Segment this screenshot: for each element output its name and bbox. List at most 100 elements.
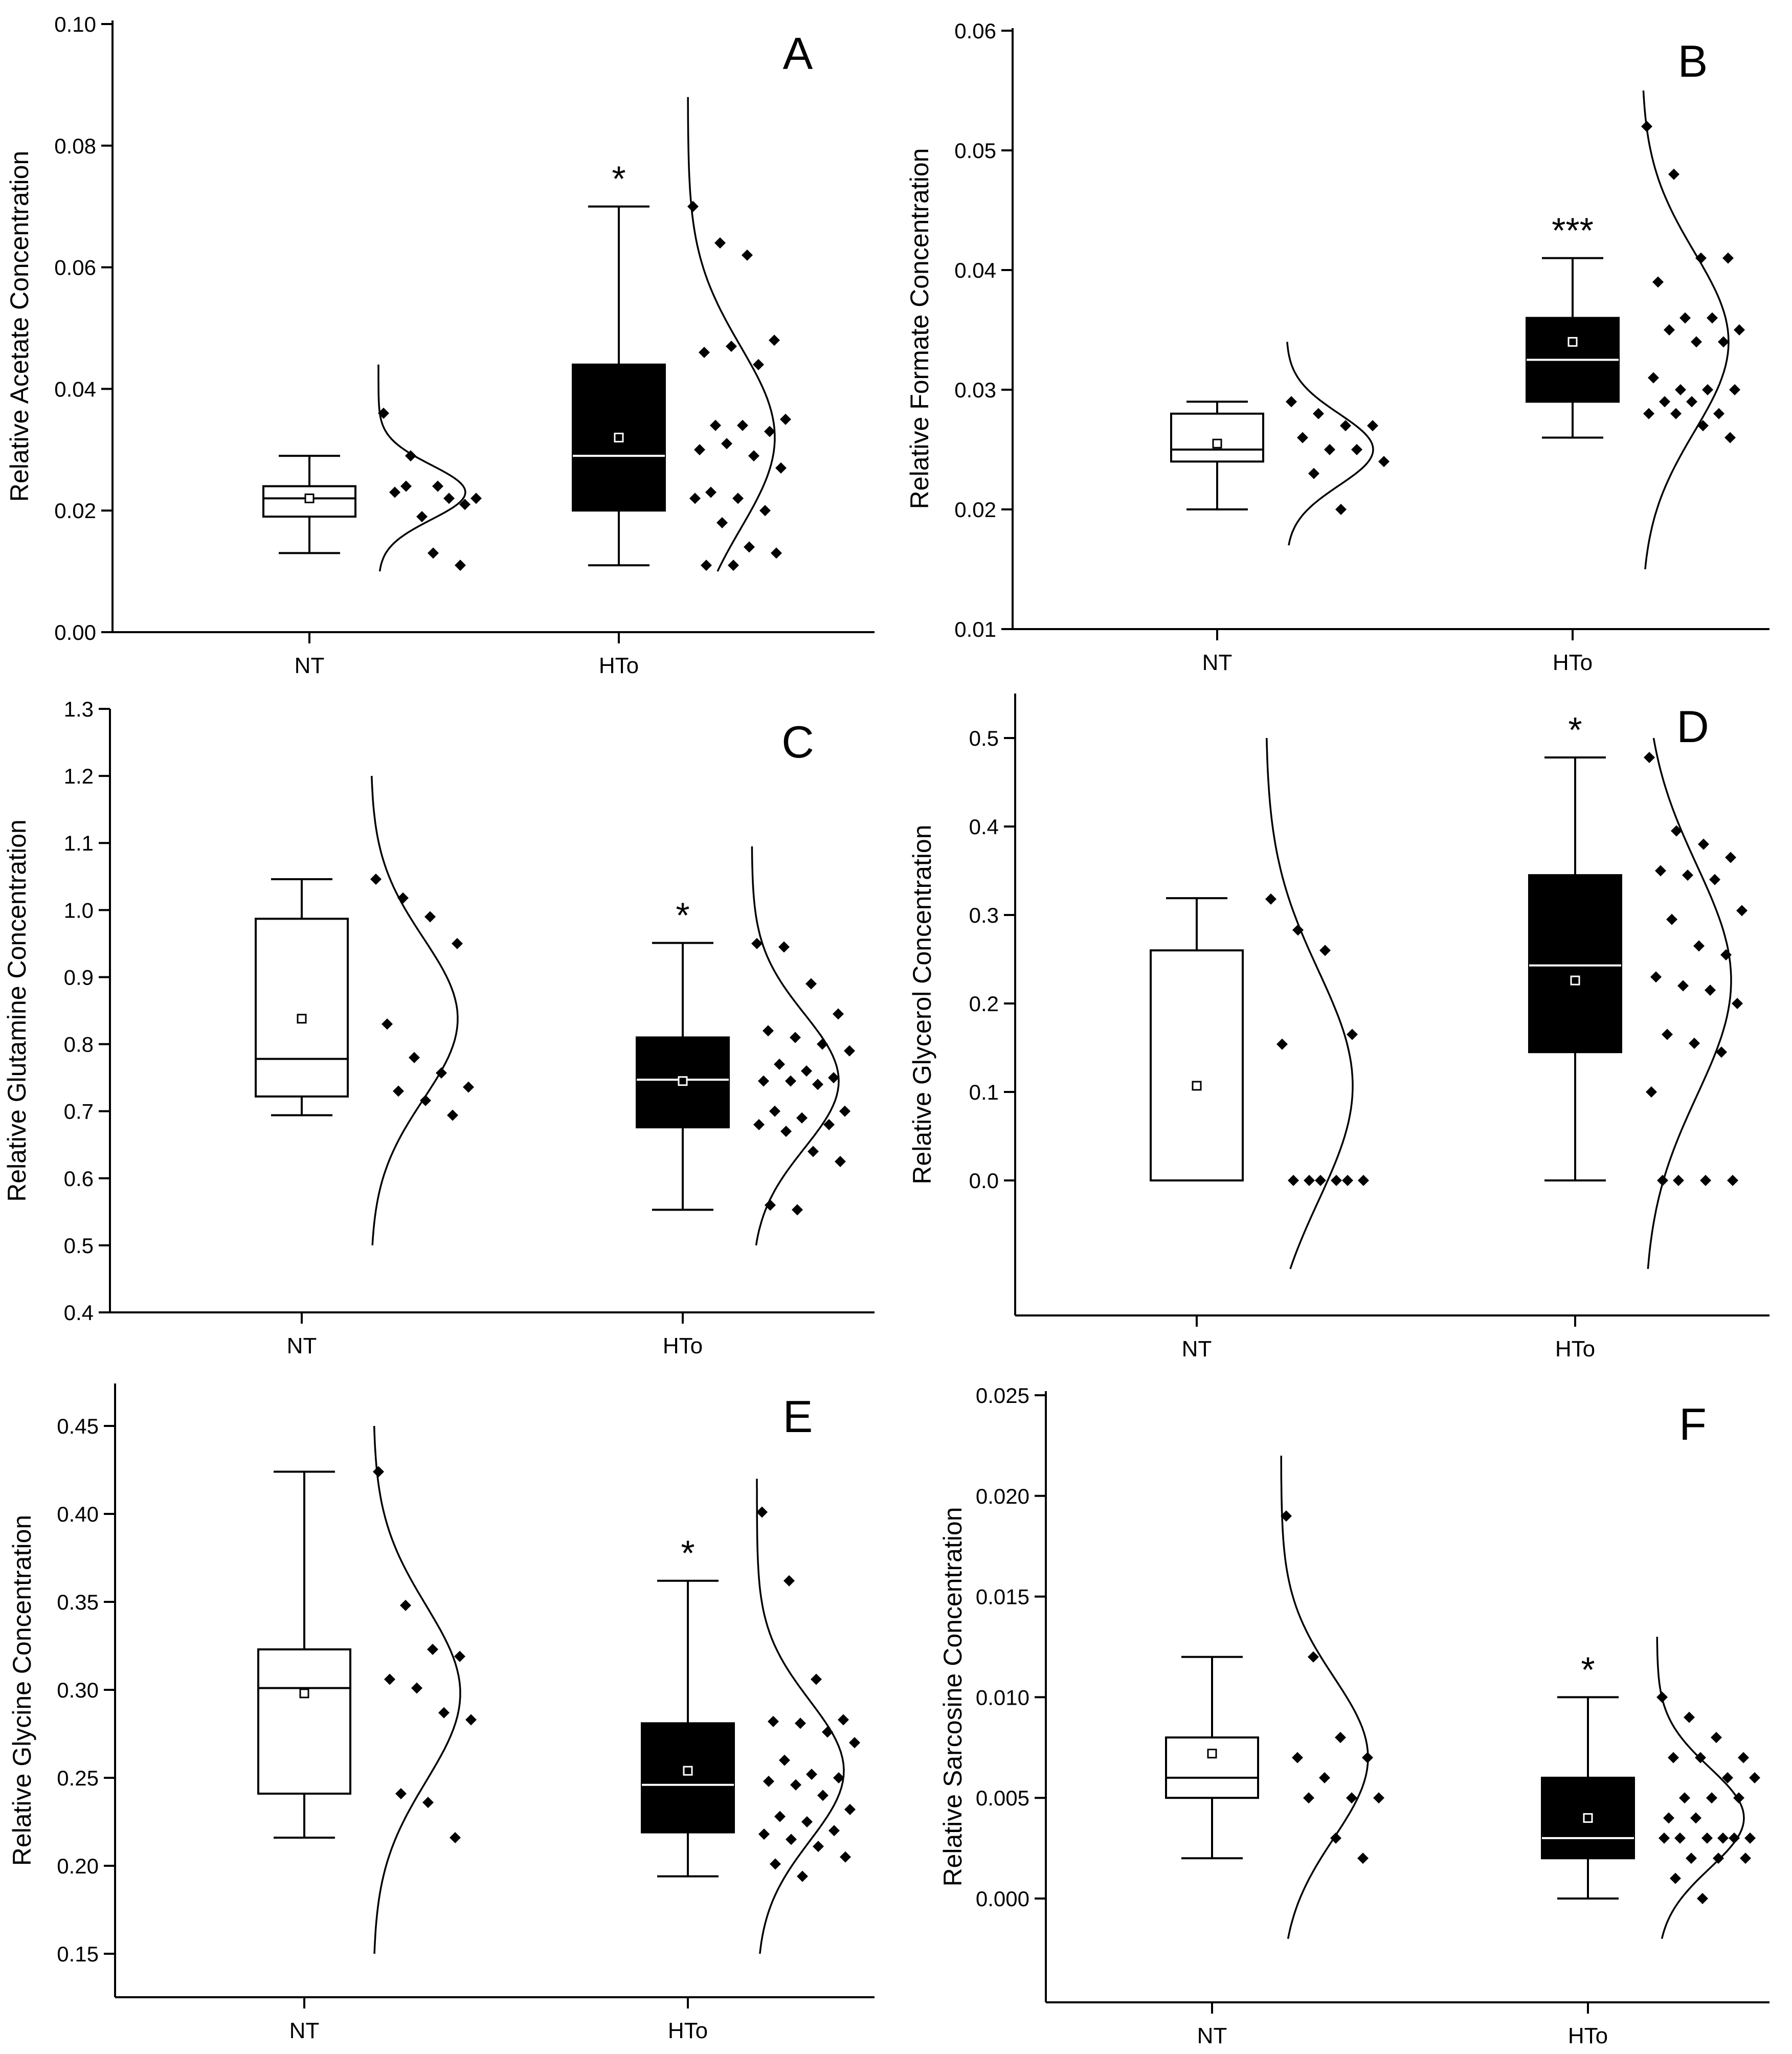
- data-point: [422, 1797, 434, 1809]
- data-point: [1675, 384, 1686, 395]
- data-point: [840, 1851, 851, 1863]
- data-point: [1709, 874, 1720, 885]
- mean-marker: [678, 1076, 688, 1086]
- y-axis-title: Relative Glycine Concentration: [8, 1515, 36, 1866]
- data-point: [1335, 1732, 1346, 1744]
- y-tick-label: 0.1: [969, 1080, 999, 1104]
- data-point: [1668, 168, 1679, 180]
- data-point: [768, 1715, 779, 1727]
- y-tick-label: 0.02: [954, 498, 996, 522]
- data-point: [463, 1081, 474, 1093]
- data-point: [710, 419, 721, 431]
- group-hto: *: [572, 97, 791, 572]
- data-point: [1643, 408, 1654, 419]
- data-point: [792, 1204, 803, 1216]
- panel-c: 0.4 0.5 0.6 0.7 0.8 0.9 1.0 1.1 1.2 1.3 NT HTo Relat…: [3, 697, 875, 1358]
- y-tick-label: 0.45: [57, 1414, 99, 1438]
- data-point: [1682, 869, 1693, 881]
- significance-marker: ***: [1552, 211, 1594, 251]
- data-point: [1373, 1792, 1384, 1804]
- data-point: [1725, 852, 1736, 863]
- y-tick-label: 0.020: [976, 1484, 1029, 1508]
- data-point: [828, 1072, 839, 1084]
- data-point: [705, 486, 716, 498]
- data-point: [1702, 384, 1713, 395]
- data-point: [1648, 372, 1659, 384]
- panel-letter: E: [783, 1391, 813, 1442]
- x-tick-label: HTo: [1553, 650, 1593, 675]
- data-point: [1691, 336, 1702, 348]
- y-axis-title: Relative Sarcosine Concentration: [938, 1507, 967, 1886]
- data-point: [1662, 1029, 1673, 1040]
- y-axis-title: Relative Acetate Concentration: [5, 151, 34, 502]
- data-point: [1281, 1510, 1292, 1522]
- data-point: [1659, 1832, 1670, 1844]
- data-point: [1303, 1792, 1314, 1804]
- group-nt: [255, 776, 474, 1246]
- data-point: [395, 1788, 407, 1799]
- x-tick-label: HTo: [599, 653, 639, 678]
- data-point: [785, 1075, 796, 1087]
- data-point: [780, 1126, 792, 1137]
- data-point: [1351, 444, 1362, 455]
- data-point: [1650, 971, 1662, 983]
- mean-marker: [1192, 1081, 1202, 1091]
- y-tick-label: 0.04: [954, 258, 996, 282]
- distribution-curve: [377, 364, 466, 572]
- data-point: [764, 426, 775, 437]
- data-point: [1686, 1852, 1697, 1864]
- panel-e: 0.15 0.20 0.25 0.30 0.35 0.40 0.45 NT HTo Relativ…: [8, 1383, 875, 2043]
- data-point: [416, 511, 428, 523]
- distribution-curve: [373, 1425, 461, 1954]
- distribution-curve: [687, 97, 776, 572]
- data-point: [1308, 467, 1319, 479]
- y-tick-label: 0.15: [57, 1942, 99, 1966]
- data-point: [1346, 1792, 1357, 1804]
- data-point: [1738, 1752, 1749, 1763]
- data-point: [1711, 1732, 1722, 1744]
- group-hto: *: [636, 846, 855, 1246]
- panel-b: 0.01 0.02 0.03 0.04 0.05 0.06 NT HTo Relative Fo…: [905, 19, 1769, 675]
- data-point: [721, 438, 732, 450]
- data-point: [1674, 1832, 1686, 1844]
- panel-letter: A: [783, 28, 813, 79]
- data-point: [835, 1156, 846, 1167]
- mean-marker: [1212, 438, 1222, 449]
- significance-marker: *: [1581, 1649, 1595, 1689]
- data-point: [813, 1841, 824, 1852]
- data-point: [758, 1075, 769, 1087]
- box: [255, 918, 349, 1098]
- x-tick-label: NT: [287, 1333, 317, 1358]
- y-tick-label: 0.0: [969, 1169, 999, 1193]
- data-point: [1292, 1752, 1303, 1763]
- data-point: [1729, 384, 1740, 395]
- data-point: [1357, 1852, 1369, 1864]
- data-point: [751, 937, 763, 949]
- group-nt: [1170, 342, 1390, 546]
- panel-d: 0.0 0.1 0.2 0.3 0.4 0.5 NT HTo Relative Glycerol…: [908, 694, 1769, 1361]
- data-point: [1717, 1832, 1729, 1844]
- data-point: [1718, 336, 1729, 348]
- y-tick-label: 0.02: [54, 499, 96, 523]
- data-point: [389, 486, 400, 498]
- data-point: [1297, 432, 1308, 443]
- data-point: [687, 200, 699, 212]
- data-point: [839, 1105, 850, 1117]
- distribution-curve: [756, 1479, 845, 1954]
- data-point: [790, 1779, 801, 1791]
- y-tick-label: 0.2: [969, 992, 999, 1016]
- y-tick-label: 0.04: [54, 377, 96, 401]
- y-tick-label: 0.010: [976, 1685, 1029, 1709]
- data-point: [806, 1769, 817, 1780]
- data-point: [732, 493, 744, 504]
- data-point: [1668, 1752, 1679, 1763]
- data-point: [1367, 420, 1378, 432]
- significance-marker: *: [676, 896, 689, 935]
- distribution-curve: [1642, 90, 1730, 570]
- y-tick-label: 0.40: [57, 1502, 99, 1526]
- data-point: [759, 505, 771, 517]
- data-point: [844, 1045, 855, 1057]
- data-point: [1319, 1772, 1330, 1783]
- data-point: [1378, 456, 1390, 467]
- data-point: [1734, 324, 1745, 336]
